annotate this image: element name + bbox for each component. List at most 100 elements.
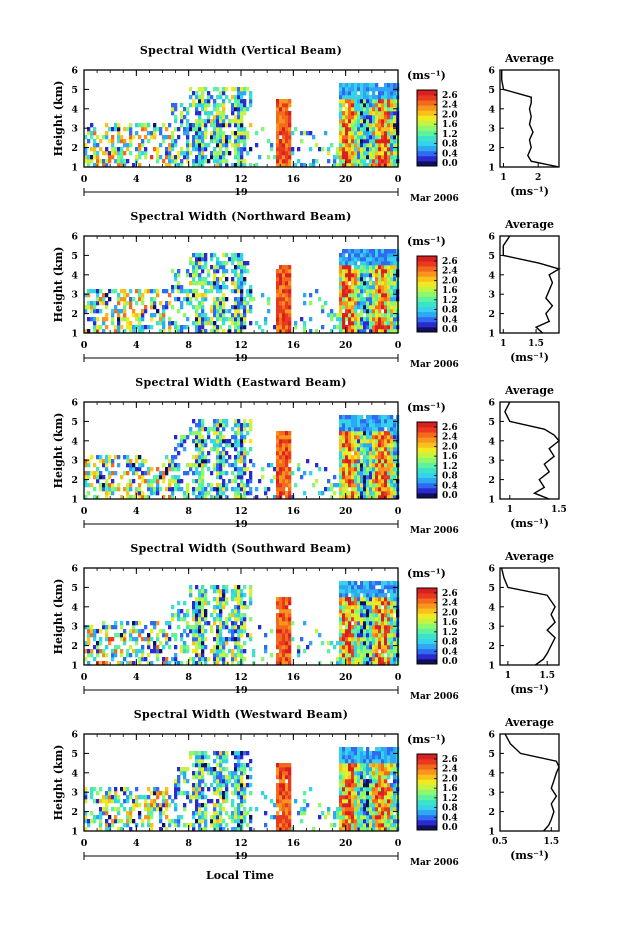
heatmap-cell xyxy=(171,605,175,610)
heatmap-cell xyxy=(105,147,109,152)
heatmap-cell xyxy=(387,637,391,642)
heatmap-cell xyxy=(141,293,145,298)
heatmap-cell xyxy=(237,107,241,112)
colorbar-segment xyxy=(417,447,437,453)
heatmap-cell xyxy=(129,807,133,812)
heatmap-cell xyxy=(375,87,379,92)
heatmap-cell xyxy=(90,811,94,816)
heatmap-cell xyxy=(378,135,382,140)
colorbar-frame xyxy=(416,421,438,499)
heatmap-cell xyxy=(150,313,154,318)
heatmap-cell xyxy=(384,321,388,326)
heatmap-cell xyxy=(381,487,385,492)
heatmap-cell xyxy=(186,463,190,468)
heatmap-cell xyxy=(378,91,382,96)
heatmap-cell xyxy=(243,451,247,456)
heatmap-cell xyxy=(234,783,238,788)
heatmap-cell xyxy=(390,621,394,626)
heatmap-cell xyxy=(378,641,382,646)
colorbar-tick-label: 0.8 xyxy=(442,472,458,482)
x-tick-label: 0 xyxy=(81,672,88,683)
heatmap-cell xyxy=(288,649,292,654)
heatmap-cell xyxy=(345,123,349,128)
heatmap-cell xyxy=(285,285,289,290)
heatmap-cell xyxy=(357,317,361,322)
heatmap-cell xyxy=(369,301,373,306)
heatmap-cell xyxy=(216,597,220,602)
heatmap-cell xyxy=(372,83,376,88)
heatmap-cell xyxy=(93,495,97,500)
heatmap-cell xyxy=(348,431,352,436)
y-axis-label: Height (km) xyxy=(52,413,65,489)
heatmap-cell xyxy=(339,475,343,480)
heatmap-cell xyxy=(363,253,367,258)
heatmap-cell xyxy=(189,755,193,760)
heatmap-cell xyxy=(357,641,361,646)
heatmap-cell xyxy=(378,281,382,286)
heatmap-cell xyxy=(186,147,190,152)
heatmap-cell xyxy=(267,487,271,492)
heatmap-cell xyxy=(378,155,382,160)
heatmap-cell xyxy=(159,313,163,318)
heatmap-cell xyxy=(366,127,370,132)
heatmap-cell xyxy=(108,151,112,156)
heatmap-cell xyxy=(366,657,370,662)
heatmap-cell xyxy=(342,159,346,164)
heatmap-cell xyxy=(276,139,280,144)
heatmap-cell xyxy=(240,447,244,452)
heatmap-cell xyxy=(234,99,238,104)
heatmap-cell xyxy=(204,131,208,136)
heatmap-cell xyxy=(150,791,154,796)
heatmap-cell xyxy=(357,585,361,590)
heatmap-cell xyxy=(210,309,214,314)
heatmap-cell xyxy=(369,487,373,492)
heatmap-cell xyxy=(357,107,361,112)
heatmap-cell xyxy=(123,799,127,804)
heatmap-cell xyxy=(354,597,358,602)
heatmap-cell xyxy=(300,163,304,168)
heatmap-cell xyxy=(201,763,205,768)
heatmap-cell xyxy=(282,475,286,480)
heatmap-cell xyxy=(198,277,202,282)
heatmap-cell xyxy=(384,91,388,96)
heatmap-cell xyxy=(102,487,106,492)
heatmap-cell xyxy=(393,269,397,274)
heatmap-cell xyxy=(213,649,217,654)
heatmap-cell xyxy=(354,657,358,662)
heatmap-cell xyxy=(306,131,310,136)
heatmap-cell xyxy=(234,273,238,278)
heatmap-cell xyxy=(198,653,202,658)
heatmap-cell xyxy=(390,423,394,428)
heatmap-cell xyxy=(174,143,178,148)
heatmap-cell xyxy=(222,487,226,492)
heatmap-cell xyxy=(231,775,235,780)
heatmap-cell xyxy=(342,419,346,424)
heatmap-cell xyxy=(345,423,349,428)
heatmap-cell xyxy=(225,123,229,128)
heatmap-cell xyxy=(381,463,385,468)
heatmap-cell xyxy=(351,107,355,112)
heatmap-cell xyxy=(363,641,367,646)
heatmap-cell xyxy=(114,621,118,626)
heatmap-cell xyxy=(174,115,178,120)
heatmap-cell xyxy=(222,313,226,318)
heatmap-cell xyxy=(213,285,217,290)
heatmap-cell xyxy=(123,471,127,476)
heatmap-cell xyxy=(339,439,343,444)
heatmap-cell xyxy=(171,455,175,460)
heatmap-cell xyxy=(120,819,124,824)
heatmap-cell xyxy=(231,609,235,614)
y-tick-label: 2 xyxy=(71,641,78,652)
heatmap-cell xyxy=(357,151,361,156)
heatmap-cell xyxy=(174,463,178,468)
heatmap-cell xyxy=(195,605,199,610)
heatmap-cell xyxy=(123,633,127,638)
heatmap-cell xyxy=(132,661,136,666)
heatmap-cell xyxy=(234,475,238,480)
heatmap-cell xyxy=(213,297,217,302)
heatmap-cell xyxy=(177,443,181,448)
heatmap-cell xyxy=(126,621,130,626)
heatmap-cell xyxy=(219,139,223,144)
heatmap-cell xyxy=(282,443,286,448)
heatmap-cell xyxy=(366,495,370,500)
